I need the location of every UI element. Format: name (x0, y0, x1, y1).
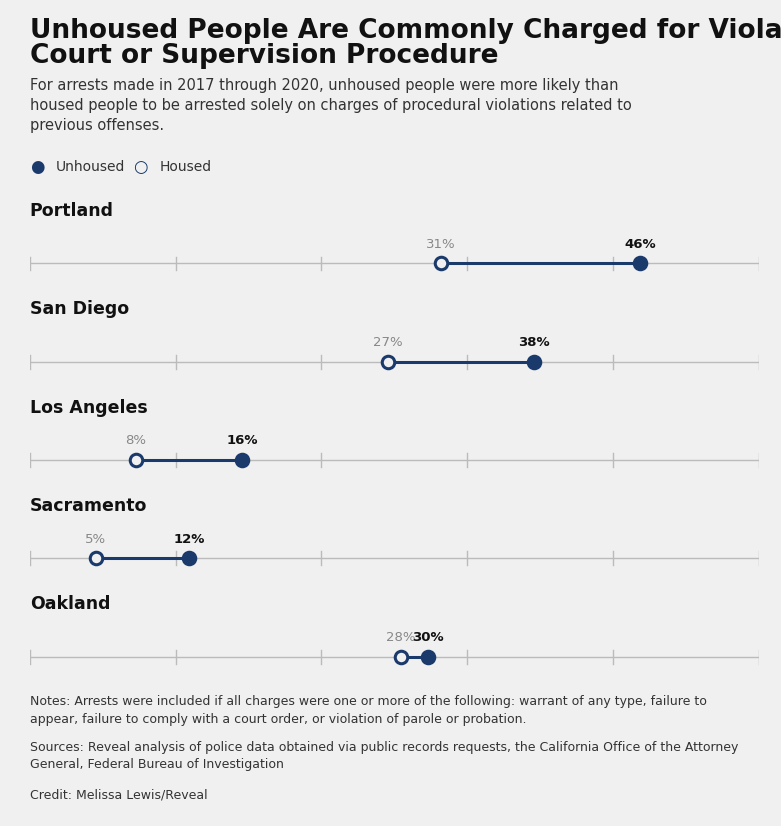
Text: Sacramento: Sacramento (30, 497, 147, 515)
Text: Credit: Melissa Lewis/Reveal: Credit: Melissa Lewis/Reveal (30, 788, 207, 801)
Text: 5%: 5% (85, 533, 106, 546)
Text: Notes: Arrests were included if all charges were one or more of the following: w: Notes: Arrests were included if all char… (30, 695, 707, 726)
Text: 46%: 46% (624, 238, 655, 251)
Text: 8%: 8% (125, 434, 146, 448)
Text: 27%: 27% (373, 336, 402, 349)
Text: Unhoused: Unhoused (56, 160, 126, 173)
Text: Housed: Housed (159, 160, 212, 173)
Text: 12%: 12% (173, 533, 205, 546)
Text: For arrests made in 2017 through 2020, unhoused people were more likely than
hou: For arrests made in 2017 through 2020, u… (30, 78, 631, 134)
Text: 28%: 28% (387, 631, 415, 644)
Text: Unhoused People Are Commonly Charged for Violating: Unhoused People Are Commonly Charged for… (30, 18, 781, 44)
Text: Los Angeles: Los Angeles (30, 399, 148, 416)
Text: ●: ● (30, 158, 45, 176)
Text: 31%: 31% (426, 238, 455, 251)
Text: ○: ○ (133, 158, 148, 176)
Text: 30%: 30% (412, 631, 444, 644)
Text: Court or Supervision Procedure: Court or Supervision Procedure (30, 43, 498, 69)
Text: Portland: Portland (30, 202, 114, 220)
Text: Oakland: Oakland (30, 596, 110, 613)
Text: San Diego: San Diego (30, 301, 129, 318)
Text: 16%: 16% (226, 434, 258, 448)
Text: Sources: Reveal analysis of police data obtained via public records requests, th: Sources: Reveal analysis of police data … (30, 741, 738, 771)
Text: 38%: 38% (518, 336, 550, 349)
